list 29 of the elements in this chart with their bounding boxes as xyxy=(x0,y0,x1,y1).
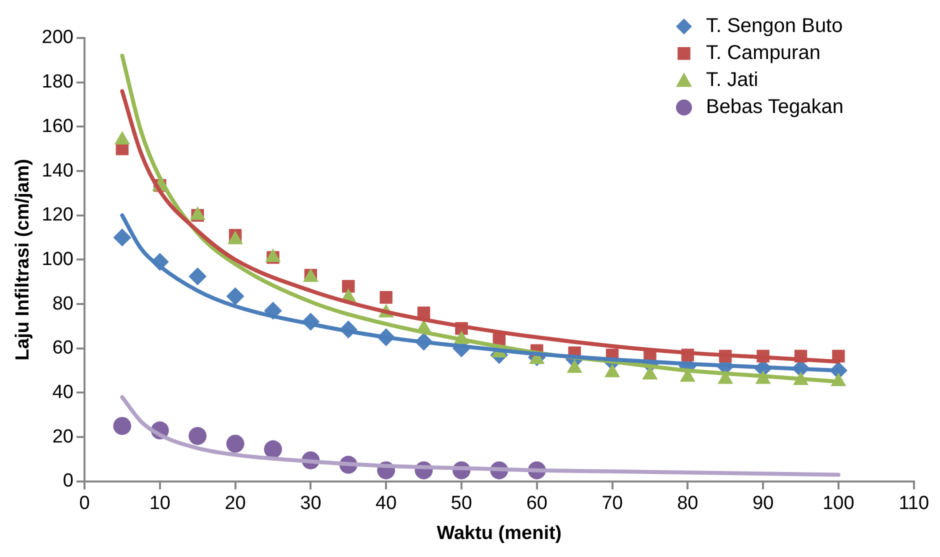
y-tick-label: 100 xyxy=(42,248,74,270)
x-tick-label: 0 xyxy=(79,493,90,514)
legend-label: T. Campuran xyxy=(706,42,820,64)
x-tick-label: 90 xyxy=(752,493,774,514)
x-tick-label: 20 xyxy=(224,493,246,514)
y-tick-label: 160 xyxy=(42,116,74,137)
y-tick-label: 20 xyxy=(52,426,74,448)
legend-label: T. Jati xyxy=(706,69,758,92)
x-tick-label: 40 xyxy=(376,493,397,514)
x-tick-label: 50 xyxy=(450,493,472,514)
y-tick-label: 0 xyxy=(62,470,74,492)
y-tick-label: 80 xyxy=(52,293,74,314)
x-axis-title: Waktu (menit) xyxy=(436,522,562,544)
y-tick-label: 180 xyxy=(42,72,74,93)
legend-label: T. Sengon Buto xyxy=(706,15,843,38)
y-tick-label: 60 xyxy=(52,338,74,359)
x-tick-label: 30 xyxy=(300,493,322,514)
y-tick-label: 40 xyxy=(52,382,74,403)
x-tick-label: 60 xyxy=(526,493,548,514)
y-tick-label: 120 xyxy=(42,204,74,226)
x-tick-label: 10 xyxy=(149,493,170,514)
legend-label: Bebas Tegakan xyxy=(706,96,844,118)
x-tick-label: 100 xyxy=(822,493,854,514)
y-tick-label: 140 xyxy=(42,160,74,182)
y-axis-title: Laju Infiltrasi (cm/jam) xyxy=(12,158,34,361)
x-tick-label: 80 xyxy=(677,493,698,514)
x-tick-label: 70 xyxy=(602,493,623,514)
x-tick-label: 110 xyxy=(898,493,930,514)
y-tick-label: 200 xyxy=(42,27,74,48)
